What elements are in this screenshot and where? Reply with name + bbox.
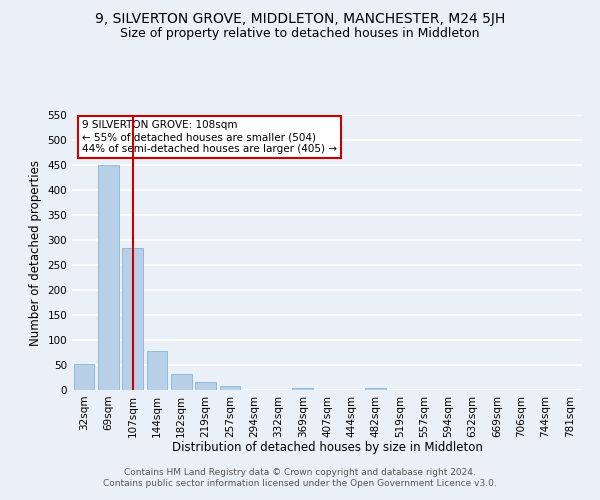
Bar xyxy=(220,386,240,390)
Bar xyxy=(98,165,119,390)
Bar xyxy=(195,382,216,390)
Bar xyxy=(171,374,191,390)
Text: Contains HM Land Registry data © Crown copyright and database right 2024.
Contai: Contains HM Land Registry data © Crown c… xyxy=(103,468,497,487)
Bar xyxy=(292,388,313,390)
Y-axis label: Number of detached properties: Number of detached properties xyxy=(29,160,42,346)
Bar xyxy=(146,351,167,390)
Text: 9 SILVERTON GROVE: 108sqm
← 55% of detached houses are smaller (504)
44% of semi: 9 SILVERTON GROVE: 108sqm ← 55% of detac… xyxy=(82,120,337,154)
Text: Size of property relative to detached houses in Middleton: Size of property relative to detached ho… xyxy=(120,28,480,40)
Bar xyxy=(122,248,143,390)
Text: Distribution of detached houses by size in Middleton: Distribution of detached houses by size … xyxy=(172,441,482,454)
Bar xyxy=(74,364,94,390)
Text: 9, SILVERTON GROVE, MIDDLETON, MANCHESTER, M24 5JH: 9, SILVERTON GROVE, MIDDLETON, MANCHESTE… xyxy=(95,12,505,26)
Bar xyxy=(365,388,386,390)
